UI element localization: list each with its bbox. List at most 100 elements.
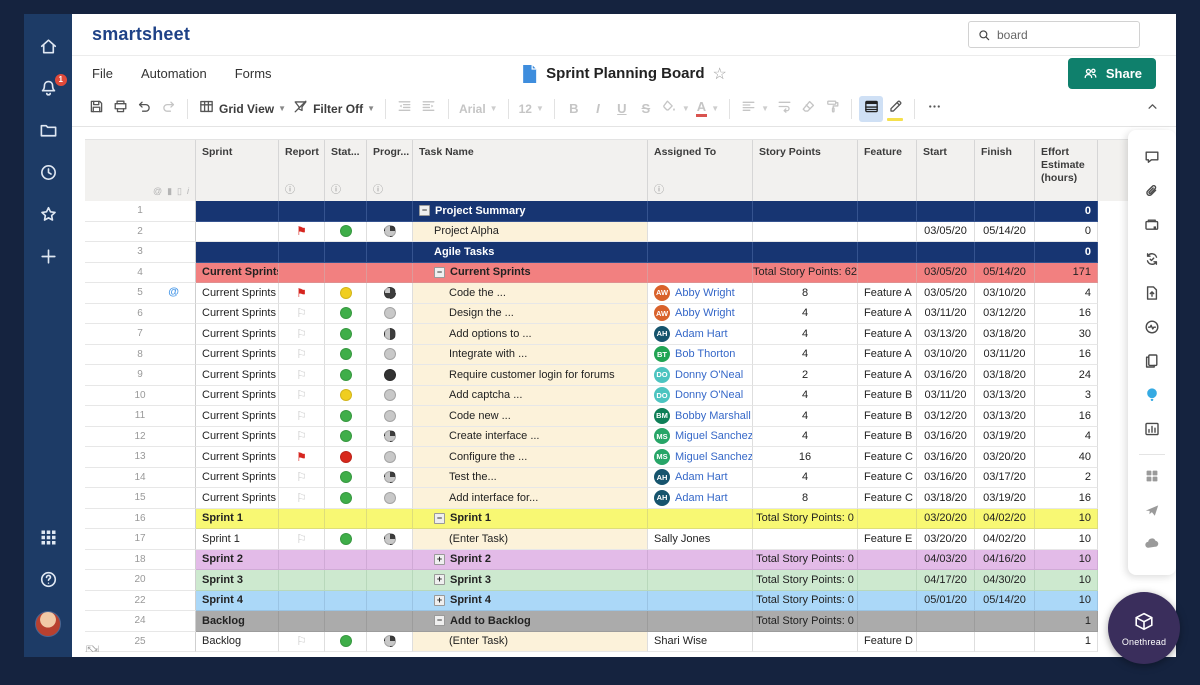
- cell-assigned-to[interactable]: Sally Jones: [648, 529, 753, 550]
- underline-button[interactable]: U: [610, 96, 634, 122]
- cell-story-points[interactable]: Total Story Points: 0: [753, 550, 858, 571]
- cell-status[interactable]: [325, 406, 367, 427]
- cell-progress[interactable]: [367, 427, 413, 448]
- cell-task-name[interactable]: Configure the ...: [413, 447, 648, 468]
- cell-story-points[interactable]: [753, 242, 858, 263]
- cell-sprint[interactable]: Current Sprints: [196, 488, 279, 509]
- grid-row[interactable]: 10Current Sprints⚐Add captcha ...DODonny…: [85, 386, 1176, 407]
- column-header-sprint[interactable]: Sprint: [196, 140, 279, 201]
- cell-story-points[interactable]: Total Story Points: 0: [753, 509, 858, 530]
- cell-start-date[interactable]: 03/16/20: [917, 365, 975, 386]
- cell-finish-date[interactable]: 04/16/20: [975, 550, 1035, 571]
- grid-row[interactable]: 15Current Sprints⚐Add interface for...AH…: [85, 488, 1176, 509]
- cell-assigned-to[interactable]: [648, 509, 753, 530]
- cell-report[interactable]: ⚐: [279, 406, 325, 427]
- cell-sprint[interactable]: Backlog: [196, 632, 279, 653]
- redo-button[interactable]: [156, 96, 180, 122]
- cell-progress[interactable]: [367, 263, 413, 284]
- cell-report[interactable]: [279, 263, 325, 284]
- cell-effort[interactable]: 2: [1035, 468, 1098, 489]
- cell-finish-date[interactable]: 03/11/20: [975, 345, 1035, 366]
- rail-balloon-button[interactable]: [1140, 385, 1164, 409]
- cell-assigned-to[interactable]: AHAdam Hart: [648, 488, 753, 509]
- cell-feature[interactable]: Feature A: [858, 324, 917, 345]
- home-nav-item[interactable]: [35, 36, 61, 62]
- cell-finish-date[interactable]: [975, 632, 1035, 653]
- cell-feature[interactable]: [858, 509, 917, 530]
- cell-start-date[interactable]: 03/10/20: [917, 345, 975, 366]
- star-nav-item[interactable]: [35, 204, 61, 230]
- cell-story-points[interactable]: 4: [753, 386, 858, 407]
- cell-feature[interactable]: [858, 591, 917, 612]
- cell-feature[interactable]: [858, 611, 917, 632]
- row-number[interactable]: 15: [85, 488, 196, 509]
- cell-progress[interactable]: [367, 570, 413, 591]
- cell-progress[interactable]: [367, 201, 413, 222]
- cell-assigned-to[interactable]: AWAbby Wright: [648, 283, 753, 304]
- cell-story-points[interactable]: Total Story Points: 0: [753, 611, 858, 632]
- font-selector[interactable]: Arial▼: [456, 96, 501, 122]
- assignee-name[interactable]: Miguel Sanchez: [675, 451, 753, 463]
- grid-row[interactable]: 5@Current Sprints⚑Code the ...AWAbby Wri…: [85, 283, 1176, 304]
- cell-finish-date[interactable]: 05/14/20: [975, 222, 1035, 243]
- cell-start-date[interactable]: 03/20/20: [917, 509, 975, 530]
- cell-sprint[interactable]: [196, 201, 279, 222]
- cell-effort[interactable]: 16: [1035, 304, 1098, 325]
- row-number[interactable]: 24: [85, 611, 196, 632]
- plus-nav-item[interactable]: [35, 246, 61, 272]
- cell-sprint[interactable]: Current Sprints: [196, 386, 279, 407]
- cell-finish-date[interactable]: 03/18/20: [975, 324, 1035, 345]
- grid-row[interactable]: 24Backlog−Add to BacklogTotal Story Poin…: [85, 611, 1176, 632]
- cell-report[interactable]: ⚐: [279, 632, 325, 653]
- rail-activity-button[interactable]: [1140, 317, 1164, 341]
- cell-sprint[interactable]: Sprint 4: [196, 591, 279, 612]
- expand-toggle-icon[interactable]: +: [434, 554, 445, 565]
- cell-finish-date[interactable]: 05/14/20: [975, 591, 1035, 612]
- cell-start-date[interactable]: [917, 632, 975, 653]
- cell-progress[interactable]: [367, 529, 413, 550]
- cell-start-date[interactable]: 03/20/20: [917, 529, 975, 550]
- assignee-name[interactable]: Adam Hart: [675, 328, 728, 340]
- rail-file-up-button[interactable]: [1140, 283, 1164, 307]
- cell-status[interactable]: [325, 529, 367, 550]
- search-box[interactable]: [968, 21, 1140, 48]
- cell-effort[interactable]: 10: [1035, 550, 1098, 571]
- cell-feature[interactable]: Feature E: [858, 529, 917, 550]
- row-number[interactable]: 25: [85, 632, 196, 653]
- undo-button[interactable]: [132, 96, 156, 122]
- cell-status[interactable]: [325, 591, 367, 612]
- text-color-button[interactable]: A▼: [693, 96, 722, 122]
- cell-assigned-to[interactable]: [648, 242, 753, 263]
- cell-report[interactable]: ⚐: [279, 427, 325, 448]
- cell-progress[interactable]: [367, 611, 413, 632]
- align-button[interactable]: ▼: [737, 96, 772, 122]
- column-header-finish[interactable]: Finish: [975, 140, 1035, 201]
- collapse-toggle-icon[interactable]: −: [434, 615, 445, 626]
- menu-automation[interactable]: Automation: [141, 66, 207, 81]
- cell-start-date[interactable]: [917, 201, 975, 222]
- cell-finish-date[interactable]: 03/10/20: [975, 283, 1035, 304]
- bell-nav-item[interactable]: 1: [35, 78, 61, 104]
- cell-task-name[interactable]: +Sprint 3: [413, 570, 648, 591]
- cell-effort[interactable]: 10: [1035, 509, 1098, 530]
- cell-story-points[interactable]: 4: [753, 468, 858, 489]
- cell-sprint[interactable]: Sprint 3: [196, 570, 279, 591]
- row-number[interactable]: 13: [85, 447, 196, 468]
- strikethrough-button[interactable]: S: [634, 96, 658, 122]
- cell-progress[interactable]: [367, 365, 413, 386]
- cell-status[interactable]: [325, 427, 367, 448]
- grid-row[interactable]: 11Current Sprints⚐Code new ...BMBobby Ma…: [85, 406, 1176, 427]
- cell-assigned-to[interactable]: [648, 570, 753, 591]
- cell-progress[interactable]: [367, 222, 413, 243]
- cell-progress[interactable]: [367, 324, 413, 345]
- cell-finish-date[interactable]: 05/14/20: [975, 263, 1035, 284]
- outdent-button[interactable]: [393, 96, 417, 122]
- cell-status[interactable]: [325, 509, 367, 530]
- assignee-name[interactable]: Bob Thorton: [675, 348, 735, 360]
- cell-progress[interactable]: [367, 447, 413, 468]
- cell-feature[interactable]: [858, 222, 917, 243]
- cell-feature[interactable]: [858, 550, 917, 571]
- cell-task-name[interactable]: Add options to ...: [413, 324, 648, 345]
- cell-feature[interactable]: Feature B: [858, 406, 917, 427]
- cell-effort[interactable]: 16: [1035, 345, 1098, 366]
